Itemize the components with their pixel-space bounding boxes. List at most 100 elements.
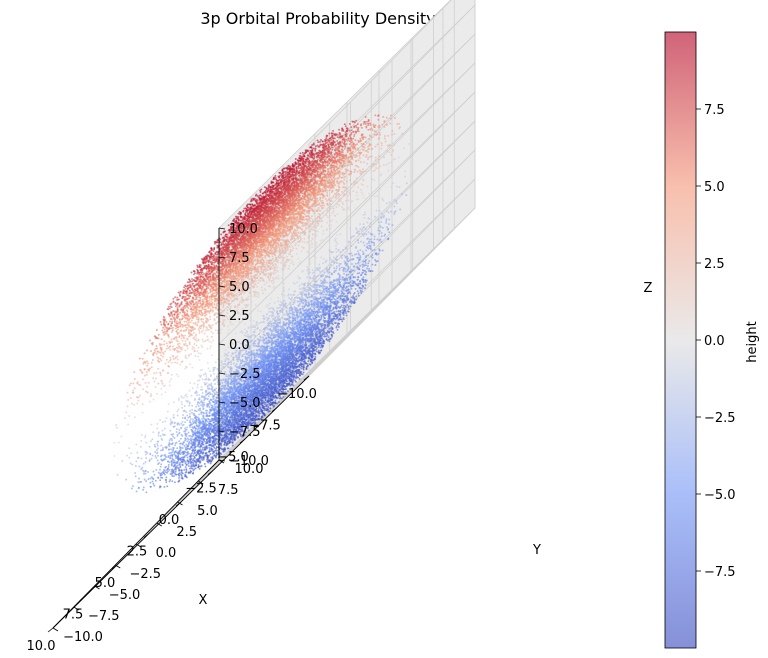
scatter-point <box>295 252 298 255</box>
scatter-point <box>354 276 357 279</box>
scatter-point <box>386 123 388 126</box>
scatter-point <box>381 226 384 229</box>
scatter-point <box>397 156 400 159</box>
scatter-point <box>276 266 279 269</box>
scatter-point <box>342 249 345 251</box>
scatter-point <box>338 133 340 136</box>
scatter-point <box>287 294 290 297</box>
scatter-point <box>264 270 267 273</box>
scatter-point <box>385 202 388 205</box>
axes-panes <box>53 0 475 628</box>
scatter-point <box>379 226 382 228</box>
scatter-point <box>273 302 276 304</box>
scatter-point <box>357 128 359 131</box>
scatter-point <box>354 130 357 133</box>
scatter-point <box>364 281 367 284</box>
scatter-point <box>322 288 325 291</box>
scatter-point <box>391 149 394 152</box>
scatter-point <box>377 221 380 224</box>
scatter-point <box>366 162 369 165</box>
scatter-point <box>364 264 367 267</box>
scatter-point <box>373 129 376 132</box>
scatter-point <box>341 276 344 279</box>
scatter-point <box>380 231 383 234</box>
scatter-point <box>341 148 344 151</box>
scatter-point <box>285 255 288 258</box>
scatter-point <box>364 170 367 172</box>
scatter-point <box>322 290 324 293</box>
scatter-point <box>370 155 373 158</box>
scatter-point <box>377 137 380 140</box>
scatter-point <box>279 306 282 309</box>
scatter-point <box>313 212 316 215</box>
scatter-point <box>380 144 383 147</box>
grid-floor-y-7 <box>197 228 455 482</box>
scatter-point <box>354 262 357 265</box>
scatter-point <box>254 293 257 296</box>
scatter-point <box>322 293 325 296</box>
scatter-point <box>328 132 331 135</box>
scatter-point <box>282 244 285 247</box>
scatter-point <box>387 134 390 137</box>
scatter-point <box>321 311 324 314</box>
scatter-point <box>390 154 393 156</box>
scatter-point <box>376 143 379 146</box>
scatter-point <box>283 287 285 289</box>
scatter-point <box>383 120 386 122</box>
scatter-point <box>270 262 273 265</box>
scatter-point <box>301 240 304 243</box>
scatter-point <box>345 143 348 145</box>
scatter-point <box>293 240 295 242</box>
scatter-point <box>339 251 342 253</box>
scatter-point <box>363 233 366 235</box>
scatter-point <box>364 262 367 264</box>
scatter-point <box>355 177 358 180</box>
scatter-point <box>363 217 366 220</box>
scatter-point <box>362 280 365 283</box>
scatter-point <box>364 115 367 118</box>
scatter-point <box>344 270 347 273</box>
scatter-point <box>403 147 406 150</box>
scatter-point <box>353 281 356 284</box>
scatter-point <box>360 273 363 276</box>
scatter-point <box>352 276 355 279</box>
scatter-point <box>359 249 362 251</box>
scatter-point <box>384 140 387 143</box>
scatter-point <box>321 269 324 272</box>
scatter-point <box>318 212 320 215</box>
scatter-point <box>326 199 328 202</box>
scatter-point <box>328 249 331 252</box>
scatter-point <box>337 295 340 298</box>
scatter-point <box>283 313 286 316</box>
scatter-point <box>367 124 370 127</box>
scatter-point <box>334 237 337 240</box>
scatter-point <box>338 173 341 176</box>
scatter-point <box>373 169 376 172</box>
scatter-point <box>317 274 320 277</box>
scatter-point <box>348 259 351 262</box>
scatter-point <box>388 231 391 234</box>
scatter-point <box>395 200 398 203</box>
scatter-point <box>294 296 297 299</box>
scatter-point <box>331 212 334 215</box>
scatter-point <box>373 244 376 247</box>
scatter-point <box>343 272 345 275</box>
scatter-point <box>357 282 360 285</box>
scatter-point <box>395 202 398 205</box>
scatter-point <box>319 140 321 143</box>
scatter-point <box>359 264 362 267</box>
scatter-point <box>352 154 355 156</box>
scatter-point <box>379 187 382 190</box>
scatter-point <box>343 147 346 150</box>
scatter-point <box>359 139 362 142</box>
scatter-point <box>356 290 359 293</box>
scatter-point <box>386 228 389 231</box>
scatter-point <box>365 154 368 156</box>
scatter-point <box>331 260 334 263</box>
scatter-point <box>381 123 384 126</box>
scatter-point <box>247 333 249 336</box>
scatter-point <box>315 217 318 220</box>
scatter-point <box>373 162 375 165</box>
scatter-point <box>310 223 312 225</box>
scatter-point <box>360 183 363 185</box>
